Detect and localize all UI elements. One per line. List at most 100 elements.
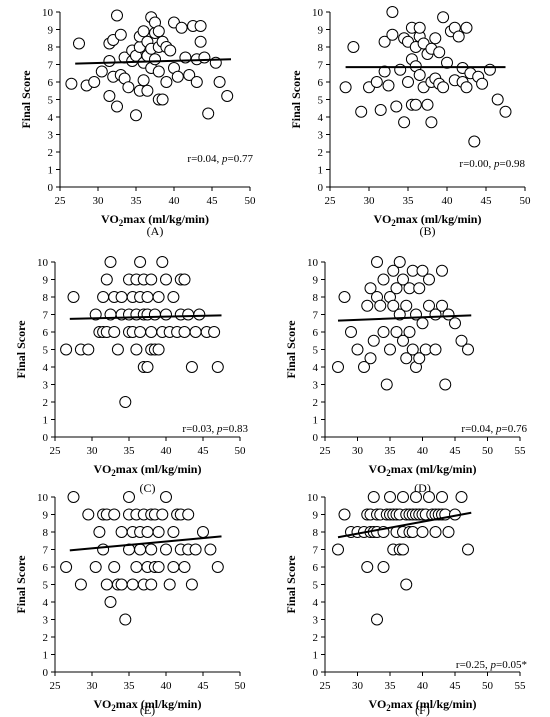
y-tick-label: 8: [43, 292, 49, 304]
data-point: [103, 90, 116, 102]
x-tick-label: 25: [320, 680, 332, 692]
y-tick-label: 1: [48, 165, 54, 177]
y-tick-label: 1: [318, 165, 324, 177]
data-point: [436, 491, 448, 503]
x-tick-label: 40: [417, 680, 429, 692]
y-tick-label: 5: [43, 580, 49, 592]
data-point: [182, 308, 195, 321]
data-point: [145, 578, 158, 591]
data-point: [211, 361, 224, 373]
data-point: [202, 107, 215, 120]
data-point: [398, 116, 411, 129]
data-point: [73, 37, 85, 50]
data-point: [211, 561, 224, 573]
x-tick-label: 45: [450, 680, 462, 692]
data-point: [367, 334, 380, 347]
data-point: [115, 578, 128, 591]
y-axis-label: Final Score: [289, 70, 303, 129]
x-axis-label: VO2max (ml/kg/min): [374, 212, 482, 228]
data-point: [371, 256, 383, 268]
data-point: [437, 81, 450, 94]
y-tick-label: 10: [307, 492, 319, 504]
y-tick-label: 7: [318, 60, 324, 72]
data-point: [152, 291, 165, 303]
data-point: [67, 291, 80, 303]
data-point: [452, 30, 465, 43]
y-tick-label: 5: [48, 95, 54, 107]
y-tick-label: 4: [313, 362, 319, 374]
data-point: [374, 299, 387, 312]
x-tick-label: 50: [520, 195, 532, 207]
data-point: [100, 578, 113, 591]
data-point: [358, 361, 370, 373]
y-tick-label: 1: [313, 650, 319, 662]
y-tick-label: 1: [43, 650, 49, 662]
data-point: [156, 256, 169, 268]
x-tick-label: 50: [235, 445, 247, 457]
y-axis-label: Final Score: [14, 555, 28, 614]
data-point: [378, 65, 391, 78]
data-point: [397, 334, 409, 347]
y-tick-label: 2: [313, 397, 319, 409]
data-point: [160, 308, 172, 321]
data-point: [345, 326, 357, 338]
data-point: [476, 77, 489, 90]
data-point: [351, 343, 364, 356]
y-tick-label: 7: [313, 545, 319, 557]
y-tick-label: 9: [48, 25, 54, 37]
y-tick-label: 7: [313, 310, 319, 322]
y-tick-label: 3: [313, 380, 319, 392]
x-tick-label: 55: [515, 680, 527, 692]
y-tick-label: 8: [43, 527, 49, 539]
x-tick-label: 30: [352, 680, 364, 692]
data-point: [152, 343, 165, 356]
data-point: [115, 526, 128, 538]
data-point: [437, 11, 450, 24]
x-axis-label: VO2max (ml/kg/min): [369, 462, 477, 478]
y-tick-label: 6: [43, 562, 49, 574]
correlation-annotation: r=0.03, p=0.83: [182, 423, 248, 435]
x-tick-label: 30: [93, 195, 105, 207]
y-tick-label: 6: [313, 562, 319, 574]
data-point: [374, 104, 387, 116]
y-tick-label: 6: [48, 77, 54, 89]
x-axis-label: VO2max (ml/kg/min): [101, 212, 209, 228]
data-point: [104, 596, 117, 608]
data-point: [156, 93, 169, 106]
data-point: [429, 343, 442, 356]
x-tick-label: 50: [482, 680, 494, 692]
data-point: [386, 6, 399, 18]
data-point: [141, 361, 154, 373]
y-tick-label: 5: [313, 580, 319, 592]
data-point: [185, 361, 198, 373]
data-point: [178, 326, 191, 338]
data-point: [60, 343, 73, 356]
data-point: [145, 543, 158, 556]
data-point: [189, 543, 202, 556]
data-point: [167, 291, 180, 303]
y-tick-label: 6: [318, 77, 324, 89]
trend-line: [337, 314, 472, 322]
y-axis-label: Final Score: [19, 70, 33, 129]
y-tick-label: 5: [318, 95, 324, 107]
data-point: [89, 561, 102, 573]
correlation-annotation: r=0.25, p=0.05*: [456, 659, 527, 671]
data-point: [182, 508, 195, 521]
data-point: [377, 326, 390, 338]
y-tick-label: 10: [307, 257, 319, 269]
data-point: [160, 543, 172, 556]
y-tick-label: 9: [313, 275, 319, 287]
data-point: [145, 326, 158, 338]
data-point: [104, 256, 117, 268]
data-point: [134, 326, 147, 338]
data-point: [119, 396, 132, 408]
x-tick-label: 40: [417, 445, 429, 457]
panel-label: (F): [415, 703, 430, 717]
data-point: [433, 46, 446, 59]
data-point: [332, 361, 344, 373]
x-tick-label: 40: [161, 680, 173, 692]
data-point: [377, 273, 390, 286]
data-point: [194, 20, 207, 32]
data-point: [413, 69, 426, 81]
data-point: [60, 561, 73, 573]
